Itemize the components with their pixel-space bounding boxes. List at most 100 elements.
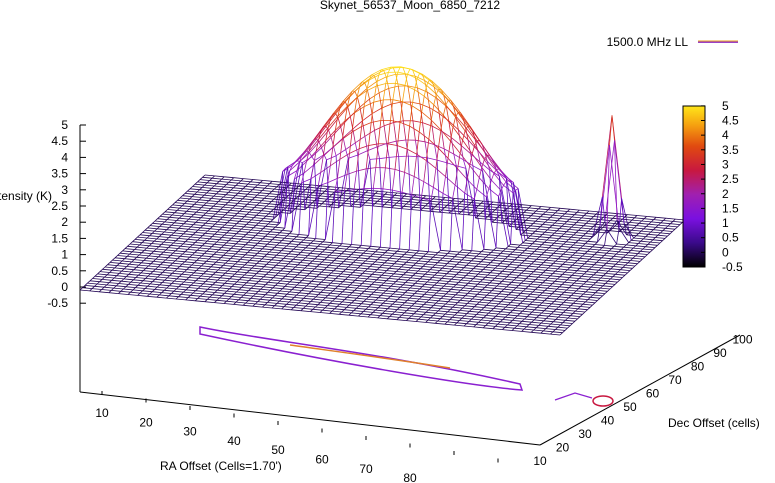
surface-col-segment	[557, 208, 561, 211]
surface-row-segment	[399, 248, 410, 251]
surface-row-segment	[104, 266, 115, 269]
x-tick-label: 40	[227, 434, 241, 448]
surface-col-segment	[555, 248, 559, 252]
surface-row-segment	[158, 256, 169, 259]
surface-col-segment	[250, 285, 254, 289]
surface-row-segment	[546, 318, 556, 320]
surface-col-segment	[564, 269, 568, 273]
surface-row-segment	[472, 298, 482, 301]
surface-col-segment	[201, 184, 205, 188]
surface-row-segment	[502, 329, 513, 331]
surface-row-segment	[370, 314, 381, 316]
surface-row-segment	[180, 294, 191, 296]
surface-col-segment	[532, 220, 536, 224]
surface-row-segment	[281, 298, 292, 301]
surface-row-segment	[214, 185, 224, 188]
surface-row-segment	[102, 279, 112, 281]
surface-col-segment	[429, 287, 433, 291]
surface-col-segment	[567, 257, 571, 260]
surface-row-segment	[239, 279, 250, 281]
surface-col-segment	[435, 310, 439, 314]
surface-col-segment	[583, 223, 587, 226]
surface-row-segment	[250, 298, 261, 300]
surface-row-segment	[259, 192, 270, 195]
surface-col-segment	[336, 255, 340, 259]
surface-col-segment	[304, 275, 308, 279]
surface-col-segment	[398, 276, 402, 280]
surface-row-segment	[404, 195, 414, 198]
surface-row-segment	[530, 293, 540, 296]
surface-row-segment	[230, 189, 241, 192]
surface-row-segment	[586, 223, 596, 225]
surface-col-segment	[219, 285, 223, 289]
surface-row-segment	[471, 308, 482, 311]
surface-row-segment	[231, 179, 241, 182]
surface-col-segment	[540, 262, 544, 266]
surface-col-segment	[501, 210, 505, 214]
surface-row-segment	[367, 278, 377, 281]
surface-col-segment	[264, 254, 268, 257]
surface-col-segment	[363, 168, 367, 189]
surface-col-segment	[168, 293, 172, 297]
surface-row-segment	[543, 330, 553, 333]
surface-col-segment	[212, 213, 216, 217]
surface-row-segment	[189, 266, 199, 269]
surface-row-segment	[190, 294, 201, 297]
surface-row-segment	[215, 223, 225, 226]
surface-row-segment	[300, 262, 310, 264]
surface-col-segment	[481, 144, 486, 152]
surface-col-segment	[609, 228, 613, 231]
surface-row-segment	[311, 291, 321, 293]
surface-row-segment	[387, 250, 398, 252]
surface-row-segment	[452, 200, 462, 202]
surface-col-segment	[338, 195, 342, 198]
surface-row-segment	[320, 185, 330, 188]
surface-row-segment	[476, 324, 486, 326]
surface-col-segment	[552, 212, 556, 216]
surface-row-segment	[242, 266, 252, 269]
surface-row-segment	[518, 285, 529, 287]
surface-col-segment	[587, 238, 591, 242]
surface-col-segment	[536, 315, 540, 318]
surface-row-segment	[234, 273, 245, 276]
surface-col-segment	[182, 193, 186, 196]
surface-col-segment	[502, 248, 506, 252]
surface-row-segment	[279, 300, 290, 303]
surface-col-segment	[263, 205, 267, 209]
surface-row-segment	[427, 261, 438, 264]
surface-row-segment	[440, 260, 450, 262]
surface-col-segment	[421, 304, 425, 308]
surface-row-segment	[531, 253, 542, 256]
surface-row-segment	[324, 259, 335, 261]
surface-col-segment	[491, 298, 495, 301]
surface-row-segment	[251, 267, 262, 270]
surface-row-segment	[172, 252, 183, 255]
surface-col-segment	[211, 244, 215, 247]
surface-col-segment	[408, 257, 412, 261]
surface-row-segment	[306, 275, 317, 278]
surface-row-segment	[412, 120, 423, 123]
surface-row-segment	[374, 125, 385, 131]
surface-col-segment	[192, 183, 196, 187]
surface-row-segment	[117, 265, 127, 267]
surface-col-segment	[353, 308, 357, 311]
surface-col-segment	[205, 220, 209, 224]
surface-row-segment	[244, 216, 254, 218]
surface-col-segment	[503, 174, 507, 179]
surface-col-segment	[244, 214, 248, 217]
surface-col-segment	[455, 112, 459, 118]
surface-row-segment	[541, 312, 552, 315]
surface-row-segment	[357, 267, 368, 270]
surface-col-segment	[535, 325, 539, 328]
surface-col-segment	[277, 280, 281, 284]
surface-col-segment	[222, 262, 226, 266]
surface-row-segment	[255, 225, 266, 227]
surface-row-segment	[468, 262, 479, 265]
surface-row-segment	[538, 256, 549, 259]
surface-col-segment	[540, 272, 544, 276]
surface-col-segment	[267, 279, 271, 283]
surface-col-segment	[162, 259, 166, 263]
surface-row-segment	[359, 295, 369, 298]
surface-col-segment	[498, 291, 502, 295]
surface-row-segment	[487, 216, 498, 218]
